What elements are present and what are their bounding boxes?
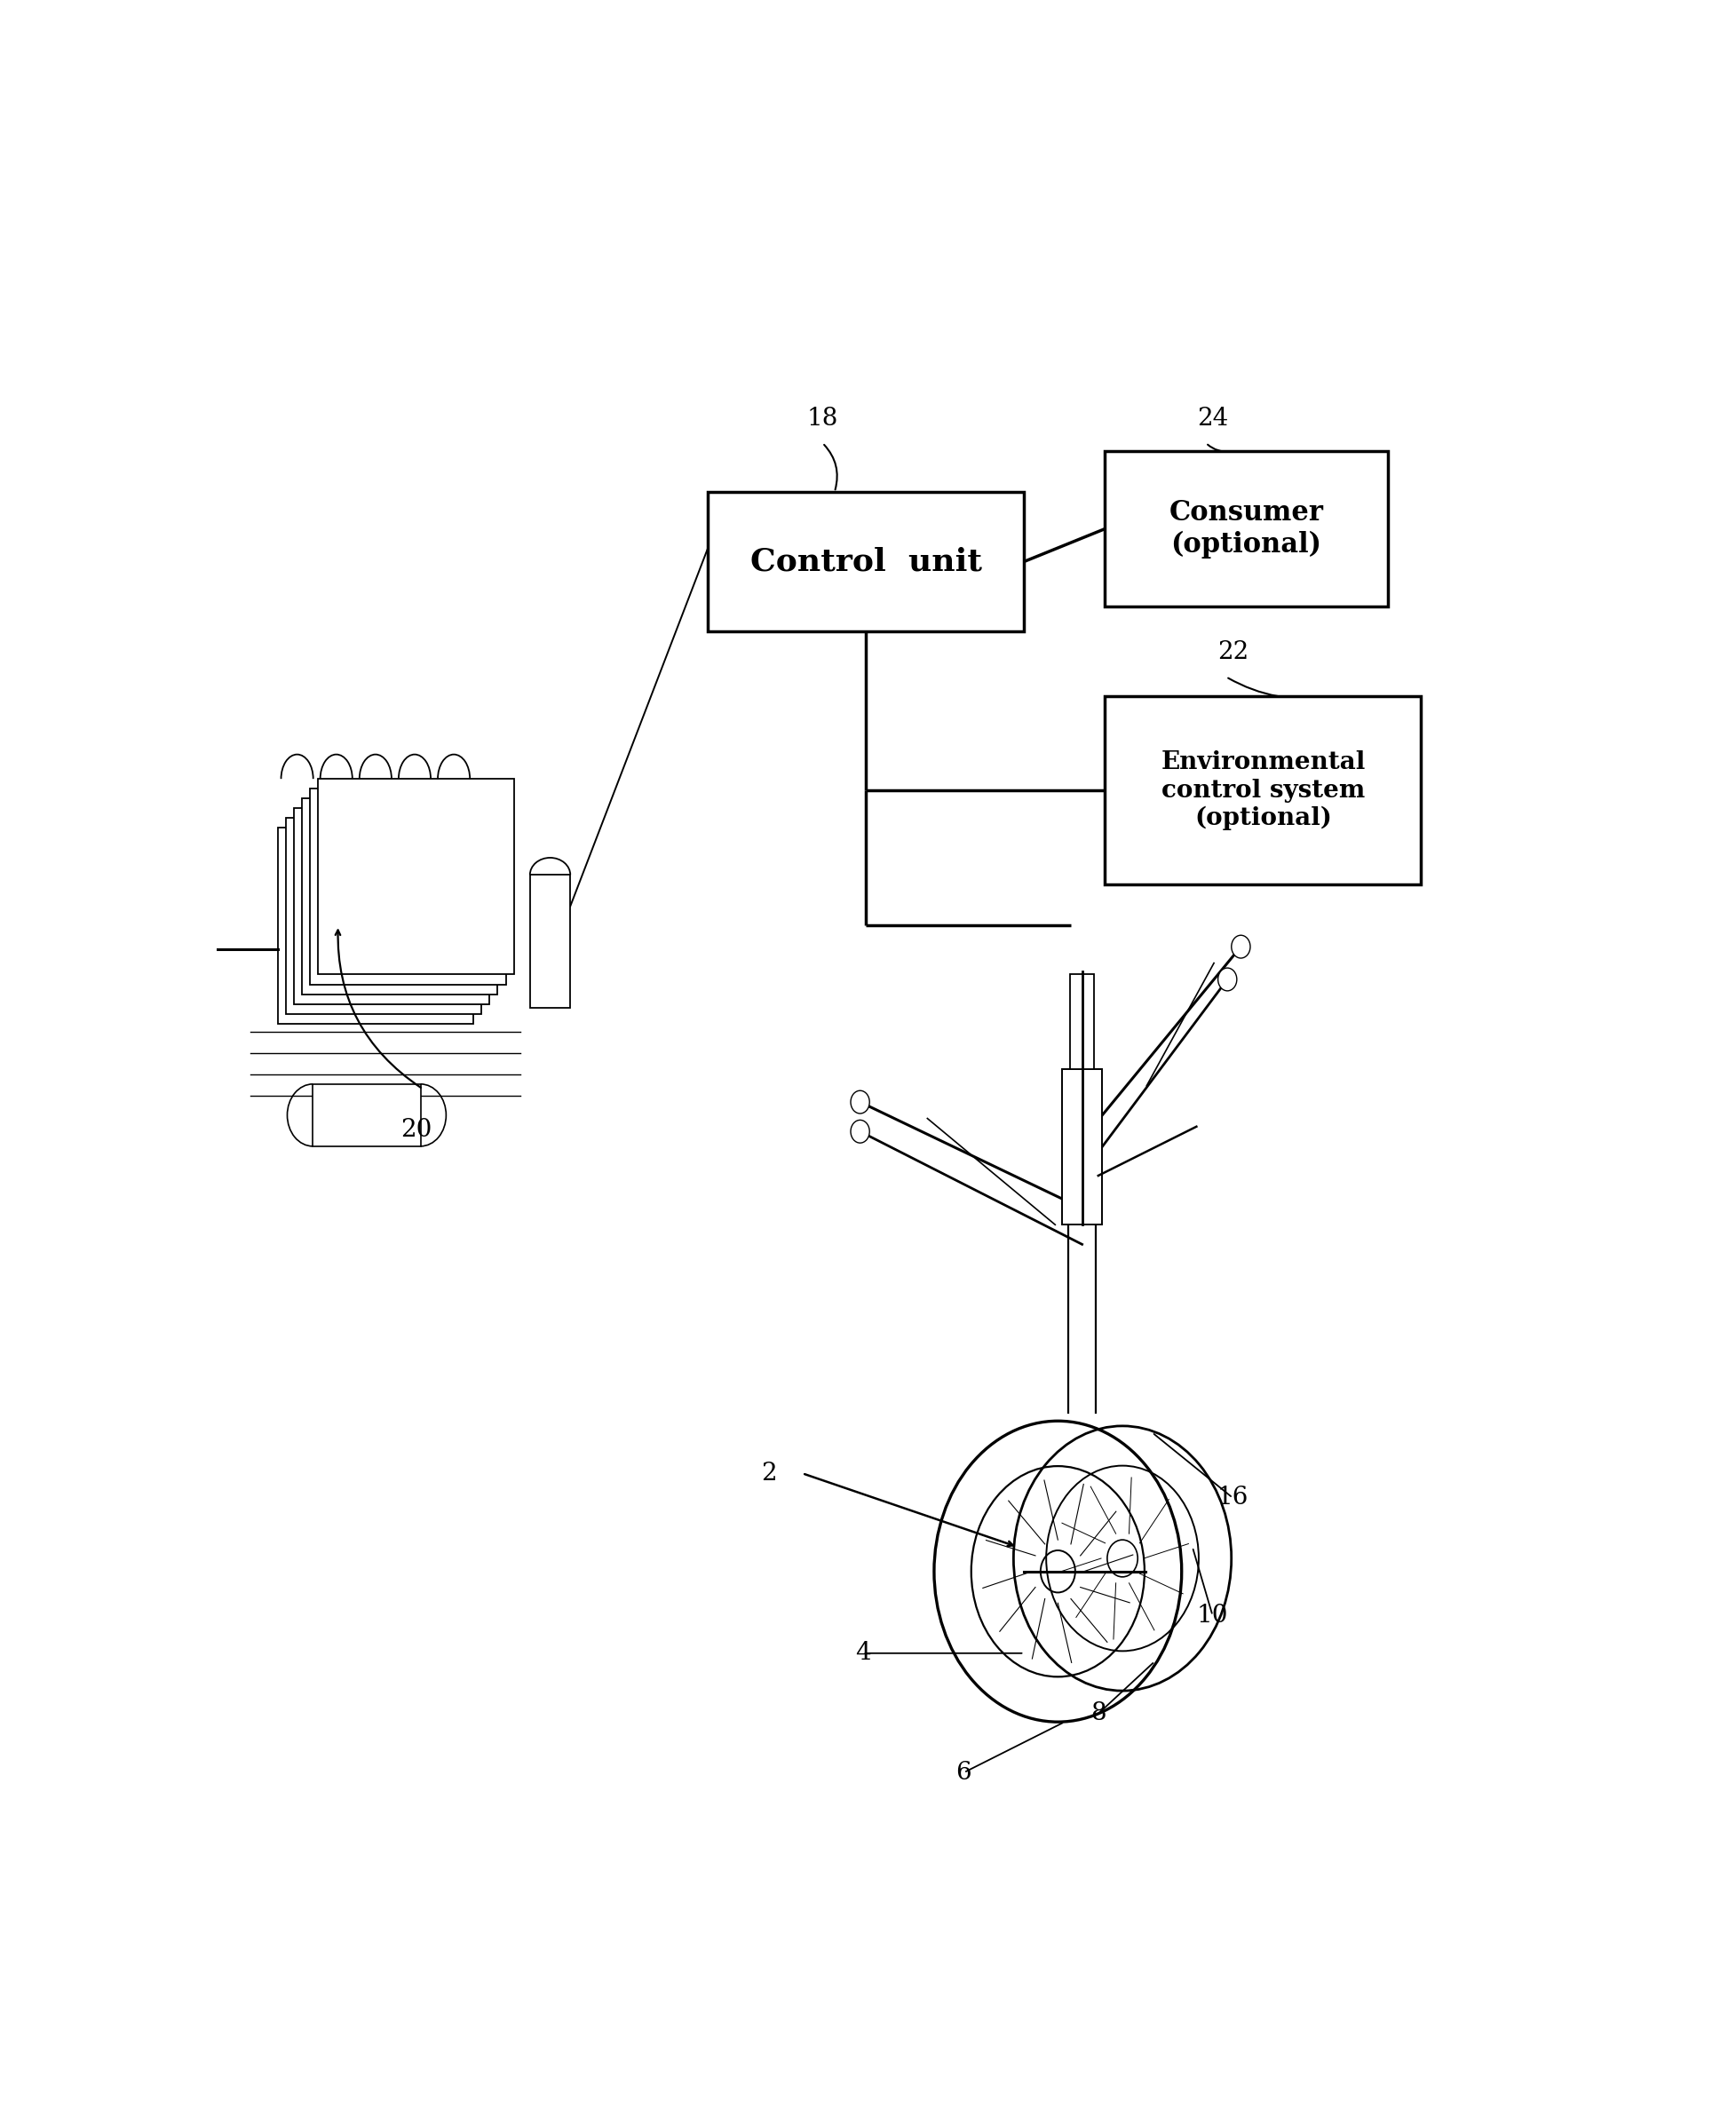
- Text: 2: 2: [760, 1461, 776, 1485]
- Bar: [278, 828, 474, 1024]
- Text: 18: 18: [807, 406, 838, 431]
- Text: 10: 10: [1196, 1604, 1229, 1627]
- Circle shape: [851, 1090, 870, 1113]
- Bar: [302, 799, 498, 994]
- Bar: [708, 493, 1024, 631]
- Text: 16: 16: [1217, 1487, 1248, 1510]
- Bar: [177, 920, 210, 979]
- Bar: [318, 780, 514, 975]
- Text: Consumer
(optional): Consumer (optional): [1168, 499, 1323, 559]
- Text: 6: 6: [957, 1761, 972, 1784]
- Bar: [1062, 1068, 1102, 1226]
- Bar: [1069, 975, 1094, 1068]
- Text: 24: 24: [1196, 406, 1229, 431]
- Bar: [293, 809, 490, 1005]
- Bar: [286, 818, 481, 1013]
- Text: 8: 8: [1090, 1701, 1106, 1725]
- Circle shape: [1219, 969, 1236, 990]
- Bar: [312, 1083, 420, 1147]
- Bar: [1104, 450, 1387, 607]
- Text: Environmental
control system
(optional): Environmental control system (optional): [1161, 750, 1364, 830]
- Bar: [1104, 697, 1422, 884]
- Bar: [309, 788, 505, 983]
- Text: 4: 4: [854, 1642, 871, 1665]
- Text: 22: 22: [1217, 639, 1248, 665]
- Bar: [529, 875, 571, 1009]
- Circle shape: [1231, 935, 1250, 958]
- Circle shape: [851, 1119, 870, 1143]
- Text: 20: 20: [401, 1117, 432, 1143]
- Text: Control  unit: Control unit: [750, 546, 983, 576]
